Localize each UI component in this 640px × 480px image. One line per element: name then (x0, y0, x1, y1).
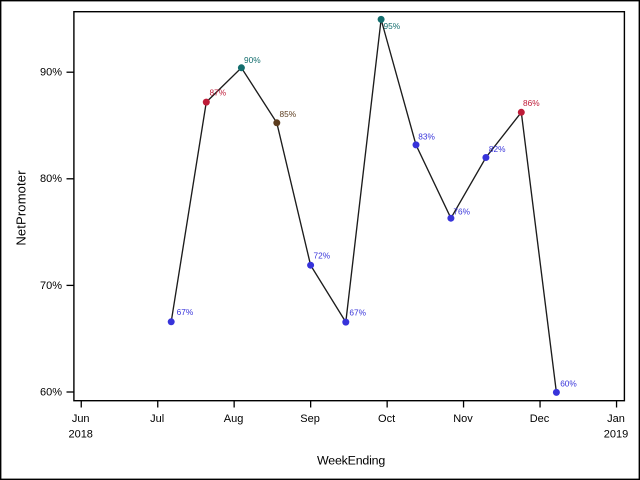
svg-text:Sep: Sep (300, 413, 320, 425)
svg-text:WeekEnding: WeekEnding (317, 453, 385, 467)
svg-text:60%: 60% (40, 386, 62, 398)
svg-text:2018: 2018 (68, 429, 92, 441)
svg-text:82%: 82% (489, 144, 506, 154)
svg-text:60%: 60% (560, 378, 577, 388)
svg-text:90%: 90% (244, 55, 261, 65)
svg-text:2019: 2019 (604, 429, 628, 441)
svg-text:86%: 86% (523, 98, 540, 108)
svg-text:Dec: Dec (530, 413, 550, 425)
svg-text:95%: 95% (384, 21, 401, 31)
svg-text:67%: 67% (349, 308, 366, 318)
svg-text:80%: 80% (40, 173, 62, 185)
svg-text:Nov: Nov (453, 413, 473, 425)
svg-text:90%: 90% (40, 67, 62, 79)
svg-text:Aug: Aug (224, 413, 244, 425)
svg-text:Oct: Oct (378, 413, 395, 425)
svg-text:70%: 70% (40, 280, 62, 292)
svg-text:Jan: Jan (607, 413, 625, 425)
svg-text:72%: 72% (314, 250, 331, 260)
svg-text:87%: 87% (210, 88, 227, 98)
svg-text:85%: 85% (280, 109, 297, 119)
svg-text:Jul: Jul (150, 413, 164, 425)
svg-text:NetPromoter: NetPromoter (14, 170, 29, 246)
svg-text:76%: 76% (453, 206, 470, 216)
svg-text:Jun: Jun (72, 413, 90, 425)
svg-text:67%: 67% (177, 307, 194, 317)
svg-text:83%: 83% (418, 132, 435, 142)
